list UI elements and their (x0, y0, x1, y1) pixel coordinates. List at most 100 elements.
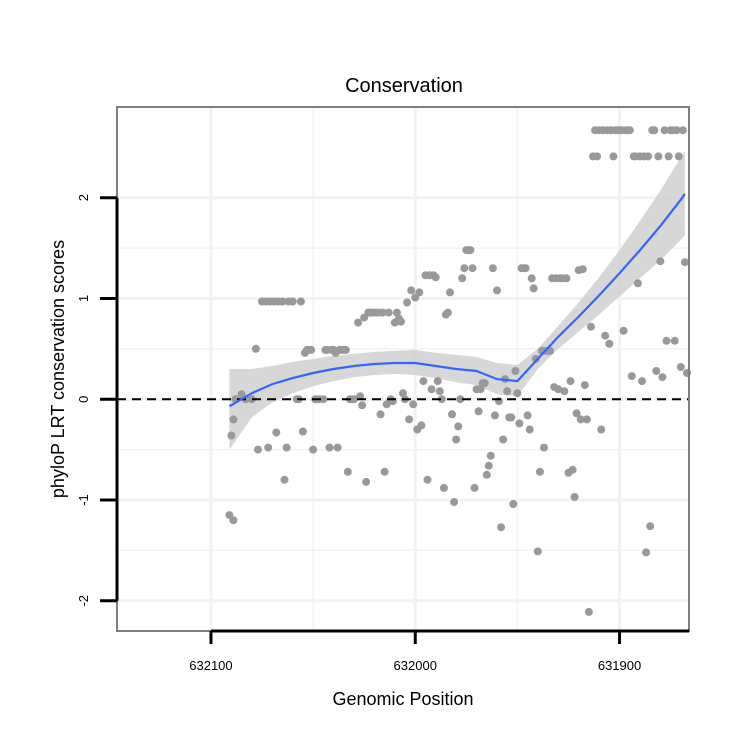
data-point (280, 475, 289, 484)
x-tick-label: 632000 (394, 658, 437, 673)
data-point (397, 317, 405, 326)
data-point (264, 443, 273, 452)
data-point (664, 152, 673, 161)
x-tick-label: 632100 (189, 658, 232, 673)
data-point (452, 435, 461, 444)
data-point (658, 373, 667, 382)
data-point (480, 379, 489, 388)
data-point (509, 500, 518, 508)
data-point (468, 264, 477, 273)
data-point (527, 274, 536, 283)
data-point (405, 415, 414, 424)
data-point (670, 336, 679, 345)
confidence-band-layer (229, 151, 685, 450)
y-axis: -2 -1 0 1 2 (76, 194, 119, 607)
data-point (493, 286, 501, 295)
data-point (298, 427, 307, 436)
data-point (446, 288, 454, 297)
smooth-line-layer (228, 193, 686, 408)
data-point (423, 475, 432, 484)
data-point (507, 413, 516, 422)
data-point (474, 407, 483, 416)
data-point (254, 445, 262, 454)
data-point (450, 498, 459, 506)
data-point (540, 443, 548, 452)
data-point (435, 387, 444, 396)
data-point (627, 372, 636, 381)
chart-title: Conservation (345, 75, 463, 97)
data-point (521, 264, 530, 273)
data-point (460, 264, 469, 273)
data-point (638, 377, 646, 386)
data-point (376, 410, 385, 419)
data-point (456, 395, 465, 404)
y-tick-label: -1 (76, 494, 91, 506)
data-point (578, 265, 587, 274)
data-point (319, 395, 328, 404)
data-point (644, 152, 653, 161)
data-point (633, 279, 642, 288)
data-point (662, 336, 671, 345)
data-point (625, 126, 634, 135)
data-point (680, 258, 689, 267)
data-point (497, 523, 506, 532)
data-point (660, 126, 669, 135)
data-point (672, 126, 681, 135)
data-point (350, 395, 358, 404)
data-point (582, 415, 591, 424)
data-point (511, 367, 520, 375)
data-point (560, 387, 569, 396)
data-point (384, 308, 393, 317)
data-point (568, 465, 577, 474)
data-point (650, 126, 659, 135)
data-point (609, 152, 618, 161)
data-point (470, 483, 479, 492)
data-point (458, 274, 467, 283)
data-point (674, 152, 683, 161)
data-point (572, 409, 581, 418)
data-point (652, 367, 661, 375)
data-point (358, 401, 367, 410)
data-point (307, 345, 316, 354)
data-point (403, 298, 412, 307)
data-point (309, 445, 318, 454)
data-point (656, 257, 665, 266)
data-point (433, 377, 442, 386)
data-point (227, 431, 236, 440)
data-point (380, 467, 389, 476)
data-point (482, 470, 491, 479)
data-point (576, 415, 585, 424)
data-point (407, 286, 416, 295)
data-point (409, 400, 418, 409)
data-point (343, 467, 352, 476)
data-point (296, 297, 305, 306)
data-point (554, 385, 563, 394)
data-point (486, 451, 495, 460)
data-point (251, 344, 260, 353)
data-point (354, 318, 363, 327)
data-point (431, 273, 440, 282)
data-point (533, 547, 542, 556)
data-point (415, 288, 424, 297)
x-axis-title: Genomic Position (332, 689, 473, 709)
data-point (272, 428, 281, 437)
data-point (535, 467, 544, 476)
data-point (570, 493, 579, 501)
data-point (341, 345, 350, 354)
data-point (466, 246, 475, 255)
data-point (586, 322, 595, 331)
data-point (654, 152, 663, 161)
data-point (580, 381, 589, 390)
data-point (229, 415, 238, 424)
data-point (443, 308, 452, 317)
x-axis: 632100 632000 631900 (189, 629, 689, 673)
data-point (619, 326, 628, 335)
y-tick-label: 2 (76, 194, 91, 201)
data-point (676, 363, 685, 371)
data-point (333, 443, 342, 452)
data-point (288, 297, 297, 306)
data-point (503, 387, 512, 396)
data-point (562, 274, 571, 283)
y-tick-label: 0 (76, 396, 91, 403)
